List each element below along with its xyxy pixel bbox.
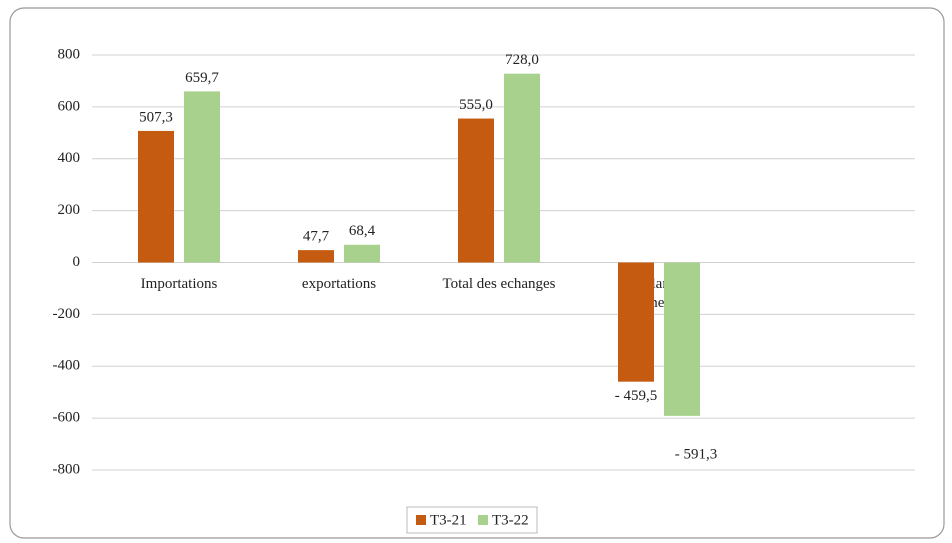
bar xyxy=(138,130,174,263)
bar xyxy=(184,91,220,263)
legend-label: T3-22 xyxy=(492,512,529,528)
x-tick-label-box: Importations xyxy=(140,275,218,292)
y-tick-label: 600 xyxy=(58,98,81,114)
y-tick-label: -800 xyxy=(53,461,81,477)
value-label: 728,0 xyxy=(505,52,539,68)
legend-swatch xyxy=(416,515,426,525)
value-label: 47,7 xyxy=(303,229,330,245)
bar xyxy=(458,118,494,263)
y-tick-label: 200 xyxy=(58,202,81,218)
bar xyxy=(618,262,654,382)
y-tick-label: 800 xyxy=(58,46,81,62)
legend-label: T3-21 xyxy=(430,512,467,528)
value-label: 659,7 xyxy=(185,70,219,86)
y-tick-label: -400 xyxy=(53,358,81,374)
value-label: 68,4 xyxy=(349,223,376,239)
bar xyxy=(298,250,334,263)
chart-frame xyxy=(9,7,945,539)
y-tick-label: -200 xyxy=(53,306,81,322)
legend-swatch xyxy=(478,515,488,525)
bar xyxy=(344,244,380,263)
value-label: - 591,3 xyxy=(675,446,718,462)
x-tick-label: Importations xyxy=(140,275,218,292)
value-label: - 459,5 xyxy=(615,388,658,404)
y-tick-label: 400 xyxy=(58,150,81,166)
x-tick-label-box: Balance commerciale xyxy=(620,276,697,311)
bar xyxy=(664,262,700,416)
x-tick-label: exportations xyxy=(301,275,377,292)
x-tick-label-box: Total des echanges xyxy=(442,275,556,292)
legend-box xyxy=(406,506,538,534)
bar xyxy=(504,73,540,263)
value-label: 555,0 xyxy=(459,97,493,113)
y-tick-label: -600 xyxy=(53,410,81,426)
x-tick-label-box: exportations xyxy=(301,275,377,292)
y-tick-label: 0 xyxy=(73,254,81,270)
value-label: 507,3 xyxy=(139,109,173,125)
x-tick-label: Total des echanges xyxy=(442,275,556,292)
